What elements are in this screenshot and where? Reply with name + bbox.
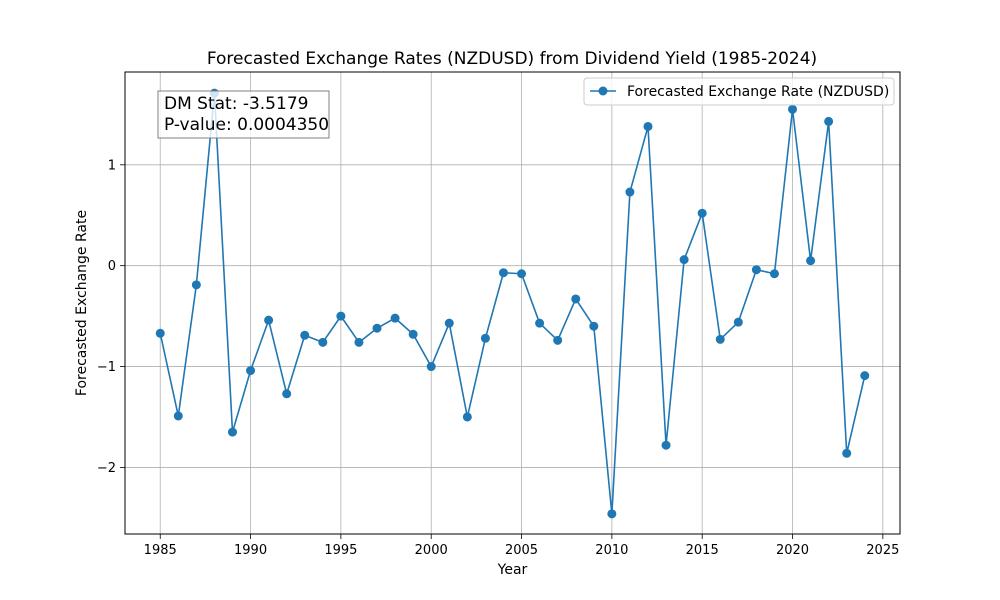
y-tick-label: 1 [108,158,116,173]
legend-label: Forecasted Exchange Rate (NZDUSD) [627,84,889,100]
data-point [697,208,707,218]
data-point [679,255,689,265]
y-axis-title: Forecasted Exchange Rate [74,210,90,396]
data-point [553,335,563,345]
x-tick-label: 1990 [234,543,267,558]
x-tick-label: 1995 [324,543,357,558]
data-point [751,265,761,275]
data-point [842,448,852,458]
y-tick-label: −2 [97,461,116,476]
data-point [498,268,508,278]
legend-marker-icon [598,86,608,96]
x-tick-label: 2015 [686,543,719,558]
x-tick-label: 2005 [505,543,538,558]
data-point [354,337,364,347]
data-point [372,323,382,333]
data-point [318,337,328,347]
data-point [643,121,653,131]
data-point [462,412,472,422]
data-point [480,333,490,343]
grid [125,72,900,534]
data-point [191,280,201,290]
data-point [806,256,816,266]
x-axis-title: Year [497,562,528,578]
data-point [860,371,870,381]
data-point [733,317,743,327]
data-point [155,328,165,338]
data-point [517,269,527,279]
data-point [426,362,436,372]
data-point [173,411,183,421]
data-point [769,269,779,279]
data-point [788,104,798,114]
data-point [715,334,725,344]
y-tick-label: 0 [108,259,116,274]
chart-title: Forecasted Exchange Rates (NZDUSD) from … [207,49,817,69]
series-line [159,92,866,515]
data-point [589,321,599,331]
annotation-box: DM Stat: -3.5179 P-value: 0.0004350 [157,90,330,139]
x-tick-label: 2000 [415,543,448,558]
plot-frame [124,71,901,535]
data-point [607,509,617,519]
x-tick-label: 2010 [595,543,628,558]
data-point [227,427,237,437]
annotation-p-value: P-value: 0.0004350 [164,115,329,135]
data-point [571,294,581,304]
y-tick-label: −1 [97,360,116,375]
data-point [282,389,292,399]
x-tick-label: 2020 [776,543,809,558]
y-axis: −2 −1 0 1 [97,158,125,476]
x-axis: 1985 1990 1995 2000 2005 2010 2015 2020 2025 [144,534,899,558]
data-point [625,187,635,197]
data-point [408,329,418,339]
data-point [661,440,671,450]
data-point [535,318,545,328]
x-tick-label: 2025 [866,543,899,558]
legend: Forecasted Exchange Rate (NZDUSD) [583,77,895,106]
data-point [336,311,346,321]
data-point [824,116,834,126]
data-point [264,315,274,325]
x-tick-label: 1985 [144,543,177,558]
data-point [390,313,400,323]
data-point [246,366,256,376]
data-point [300,330,310,340]
annotation-dm-stat: DM Stat: -3.5179 [164,94,308,114]
data-point [444,318,454,328]
